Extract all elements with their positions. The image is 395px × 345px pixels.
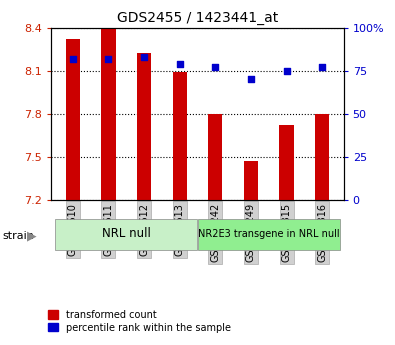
Point	[177, 61, 183, 67]
Text: ▶: ▶	[27, 230, 36, 243]
Point	[70, 56, 76, 61]
Point	[284, 68, 290, 73]
Point	[141, 54, 147, 60]
Text: NRL null: NRL null	[102, 227, 150, 240]
Bar	[244, 161, 258, 200]
Bar	[173, 72, 187, 200]
Bar	[315, 114, 329, 200]
Bar	[208, 114, 222, 200]
Title: GDS2455 / 1423441_at: GDS2455 / 1423441_at	[117, 11, 278, 25]
Point	[319, 65, 325, 70]
Legend: transformed count, percentile rank within the sample: transformed count, percentile rank withi…	[44, 306, 235, 337]
Point	[248, 77, 254, 82]
Text: NR2E3 transgene in NRL null: NR2E3 transgene in NRL null	[198, 229, 340, 239]
Bar	[66, 39, 80, 200]
Point	[212, 65, 218, 70]
Point	[105, 56, 111, 61]
Text: strain: strain	[2, 231, 34, 241]
Bar	[137, 53, 151, 200]
Bar	[55, 219, 198, 250]
Bar	[198, 219, 340, 250]
Bar	[280, 125, 294, 200]
Bar	[101, 28, 115, 200]
